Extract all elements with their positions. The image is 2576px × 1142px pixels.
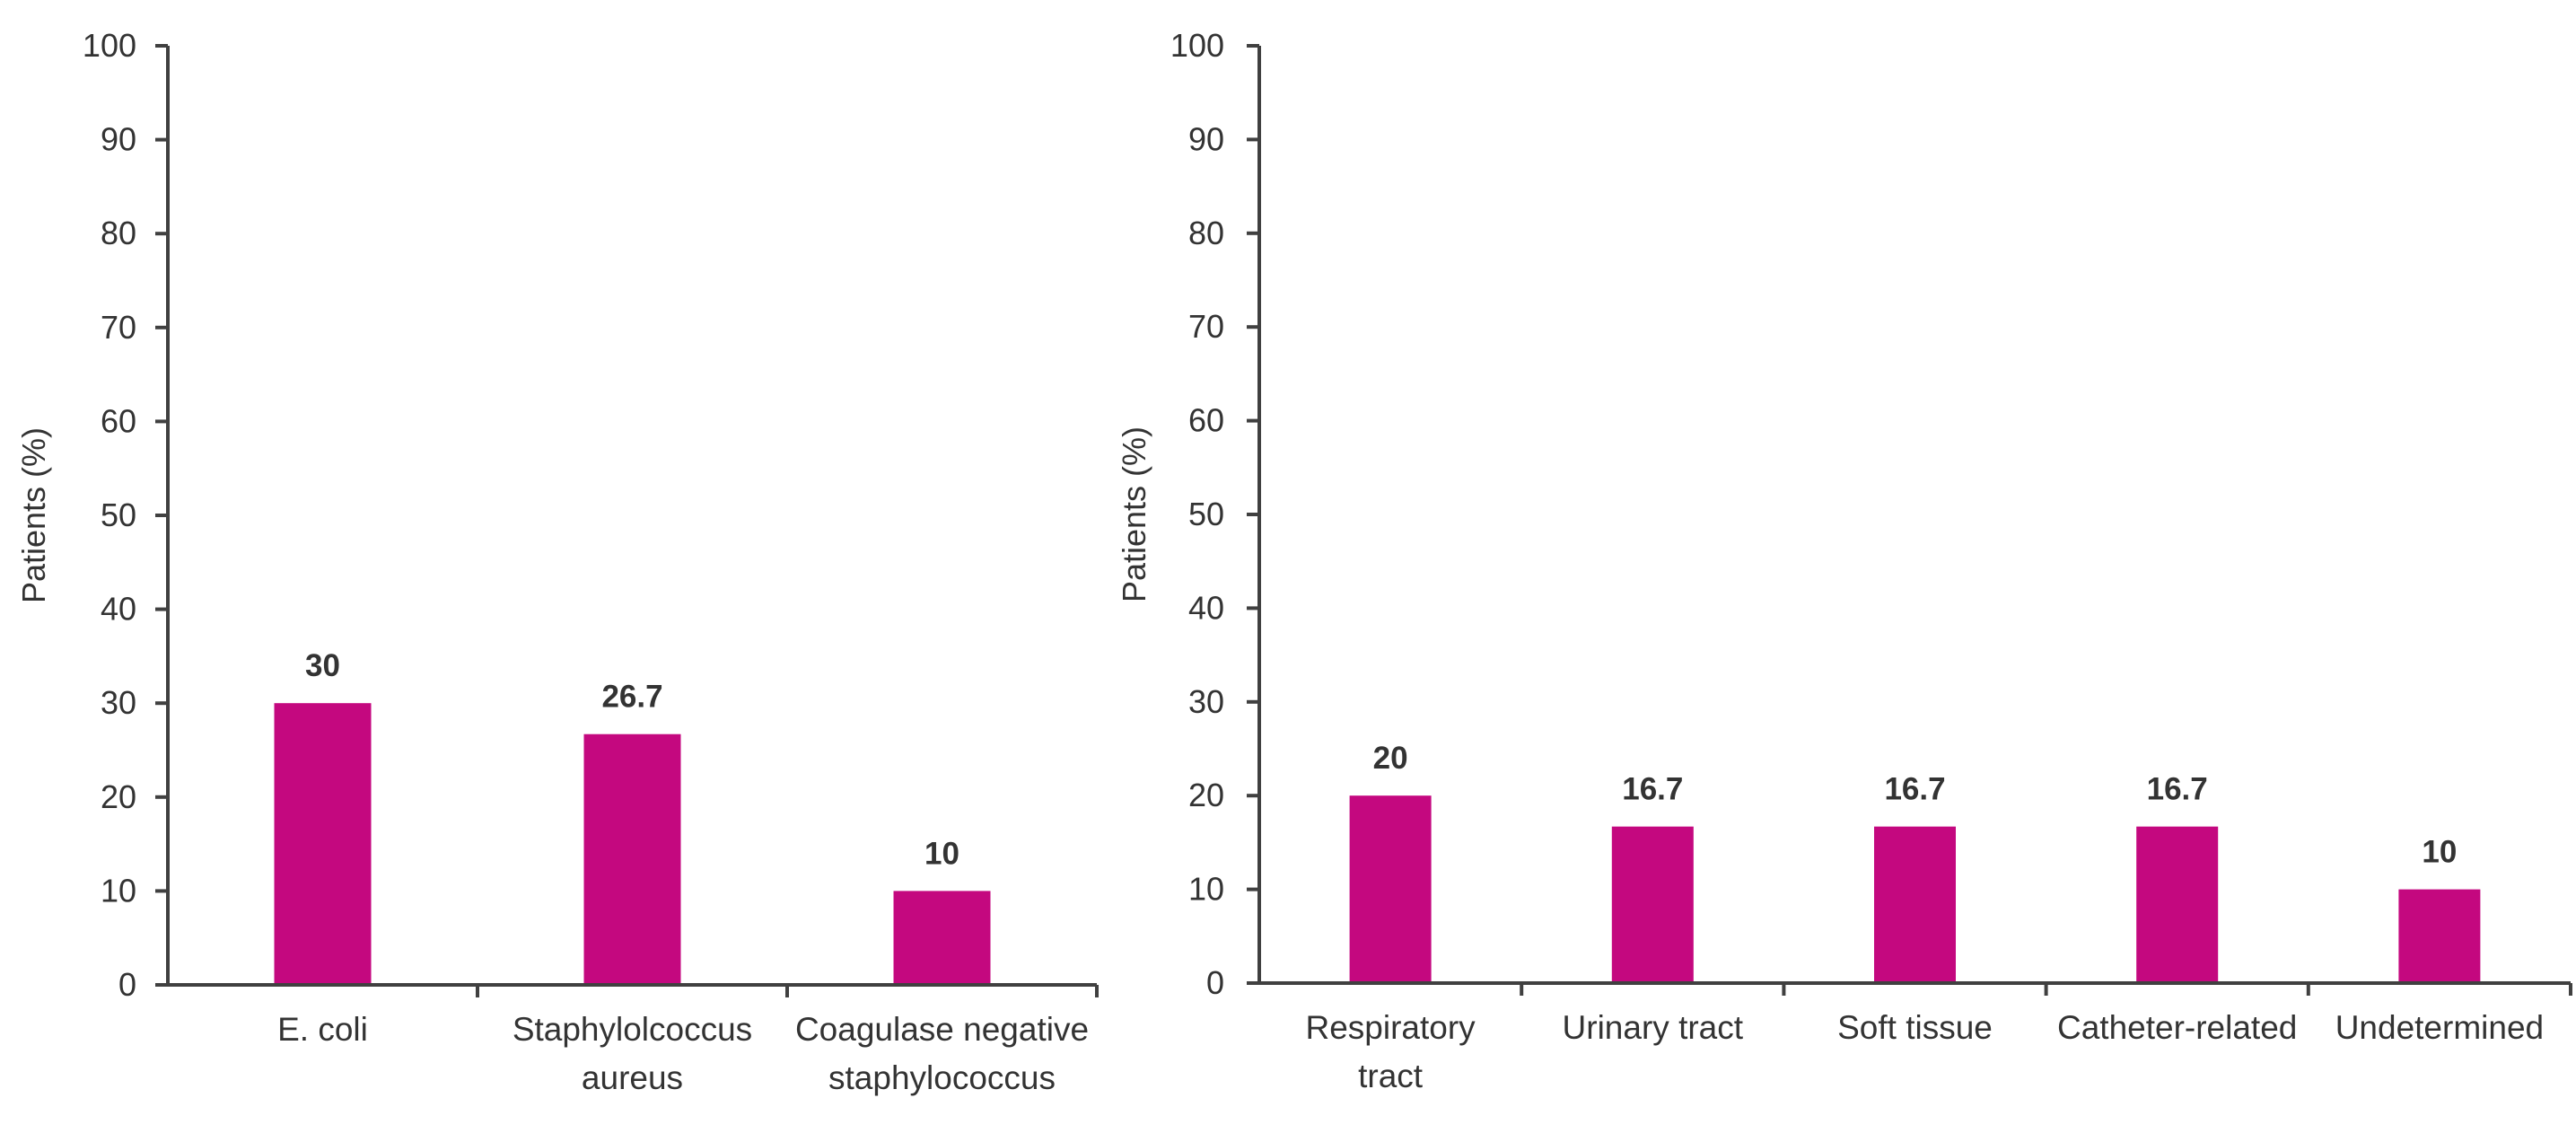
bar — [1349, 795, 1432, 981]
y-tick-label: 50 — [1188, 496, 1224, 532]
y-tick-label: 40 — [1188, 589, 1224, 626]
y-tick-label: 10 — [101, 872, 136, 909]
data-label: 10 — [924, 836, 959, 871]
x-tick-label: Undetermined — [2335, 1009, 2544, 1046]
y-tick-label: 0 — [1206, 964, 1224, 1001]
data-label: 16.7 — [2147, 772, 2208, 807]
x-tick-label: Staphylolcoccus aureus — [513, 1011, 752, 1096]
bar — [2398, 889, 2481, 981]
data-label: 16.7 — [1884, 772, 1945, 807]
bar — [583, 734, 681, 983]
data-label: 20 — [1373, 741, 1408, 776]
y-tick-label: 90 — [101, 121, 136, 158]
bar — [1611, 826, 1694, 981]
y-tick-label: 70 — [101, 309, 136, 346]
y-tick-label: 100 — [83, 27, 136, 64]
y-tick-label: 80 — [1188, 215, 1224, 251]
y-tick-label: 0 — [118, 966, 136, 1003]
y-tick-label: 60 — [1188, 402, 1224, 439]
y-tick-label: 90 — [1188, 120, 1224, 157]
x-tick-label: Soft tissue — [1837, 1009, 1993, 1046]
y-tick-label: 100 — [1170, 27, 1224, 64]
y-tick-label: 50 — [101, 496, 136, 533]
y-tick-label: 80 — [101, 215, 136, 251]
x-tick-label: E. coli — [277, 1011, 368, 1048]
y-tick-label: 60 — [101, 402, 136, 439]
data-label: 30 — [305, 648, 340, 683]
y-tick-label: 30 — [1188, 683, 1224, 720]
x-tick-label: Catheter-related — [2057, 1009, 2297, 1046]
bar — [274, 703, 372, 983]
chart-1: Patients (%) 0 10 20 30 40 50 60 70 80 90 100 30 E. c… — [15, 27, 1099, 1096]
chart-2: Patients (%) 0 10 20 30 40 50 60 70 80 90 100 20 Resp… — [1116, 27, 2572, 1094]
x-tick-label: Urinary tract — [1563, 1009, 1744, 1046]
y-tick-label: 10 — [1188, 871, 1224, 908]
bar — [1874, 826, 1956, 981]
bar — [893, 891, 991, 983]
x-tick-label: Respiratory tract — [1306, 1009, 1476, 1094]
data-label: 10 — [2422, 835, 2457, 870]
y-tick-label: 20 — [1188, 777, 1224, 813]
bar — [2136, 826, 2219, 981]
x-tick-label: Coagulase negative staphylococcus — [795, 1011, 1089, 1096]
y-tick-label: 20 — [101, 778, 136, 815]
y-axis-title: Patients (%) — [1116, 426, 1152, 602]
data-label: 26.7 — [601, 680, 662, 715]
y-tick-label: 70 — [1188, 308, 1224, 345]
y-tick-label: 30 — [101, 684, 136, 721]
y-tick-label: 40 — [101, 591, 136, 628]
y-axis-title: Patients (%) — [15, 427, 52, 603]
data-label: 16.7 — [1622, 772, 1683, 807]
